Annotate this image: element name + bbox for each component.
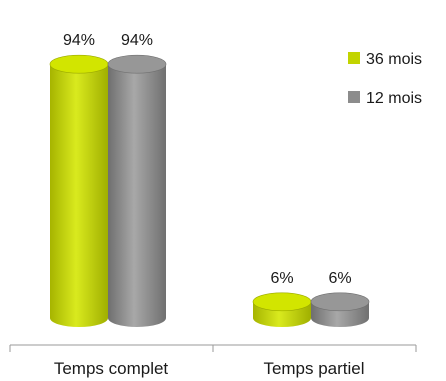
bar-cylinder [252, 292, 312, 327]
data-label: 94% [121, 32, 153, 49]
bar-top [310, 292, 370, 312]
bar-top [49, 54, 109, 74]
bar-body [50, 64, 108, 327]
category-label: Temps complet [54, 359, 169, 378]
bar-cylinder [107, 54, 167, 327]
legend-item: 12 mois [348, 90, 422, 107]
data-label: 6% [328, 270, 351, 287]
legend: 36 mois 12 mois [348, 51, 422, 107]
legend-swatch [348, 91, 360, 103]
category-axis: Temps complet Temps partiel [9, 344, 417, 378]
data-label: 94% [63, 32, 95, 49]
bar-body [108, 64, 166, 327]
bars-layer [49, 54, 370, 327]
bar-cylinder [49, 54, 109, 327]
bar-top [252, 292, 312, 312]
data-label: 6% [270, 270, 293, 287]
legend-swatch [348, 52, 360, 64]
legend-label: 36 mois [366, 51, 422, 68]
category-label: Temps partiel [263, 359, 364, 378]
bar-top [107, 54, 167, 74]
value-labels-layer: 94% 94% 6% 6% [63, 32, 352, 287]
legend-label: 12 mois [366, 90, 422, 107]
bar-cylinder [310, 292, 370, 327]
legend-item: 36 mois [348, 51, 422, 68]
